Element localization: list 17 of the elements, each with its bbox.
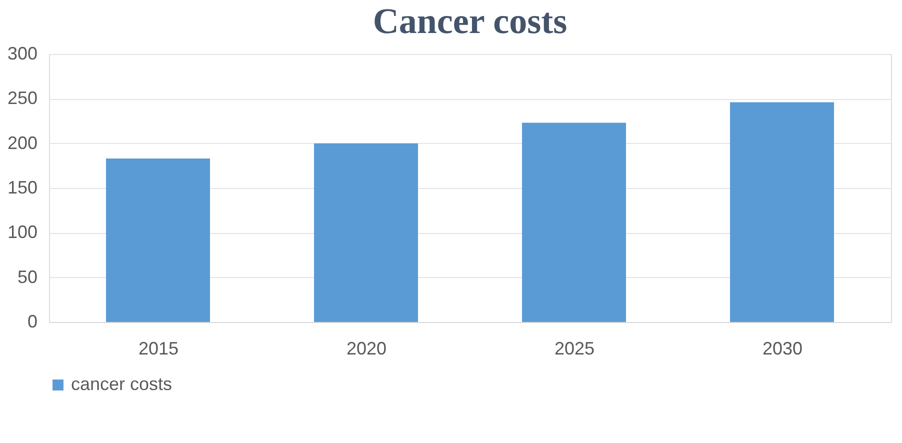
y-tick-label: 250 xyxy=(7,88,38,108)
chart-title: Cancer costs xyxy=(372,1,568,41)
y-tick-label: 0 xyxy=(27,312,38,332)
bar xyxy=(730,102,834,322)
bar xyxy=(522,122,626,322)
x-tick-label: 2030 xyxy=(762,338,803,358)
bar xyxy=(314,143,418,322)
y-tick-label: 150 xyxy=(7,178,38,198)
x-tick-label: 2025 xyxy=(554,338,595,358)
legend-label: cancer costs xyxy=(71,374,172,394)
x-tick-label: 2015 xyxy=(138,338,179,358)
y-tick-label: 50 xyxy=(17,266,38,287)
y-tick-label: 100 xyxy=(7,222,38,242)
y-tick-label: 300 xyxy=(7,44,38,64)
x-tick-label: 2020 xyxy=(346,338,387,358)
y-tick-label: 200 xyxy=(7,132,38,153)
bar xyxy=(106,158,210,322)
